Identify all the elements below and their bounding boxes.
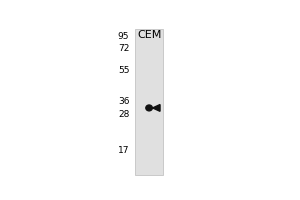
Text: 28: 28	[118, 110, 129, 119]
Text: 72: 72	[118, 44, 129, 53]
Polygon shape	[153, 105, 160, 111]
Text: CEM: CEM	[137, 30, 161, 40]
Text: 95: 95	[118, 32, 129, 41]
Ellipse shape	[146, 105, 152, 111]
Bar	[135, 29, 163, 175]
Text: 55: 55	[118, 66, 129, 75]
Text: 17: 17	[118, 146, 129, 155]
Text: 36: 36	[118, 97, 129, 106]
